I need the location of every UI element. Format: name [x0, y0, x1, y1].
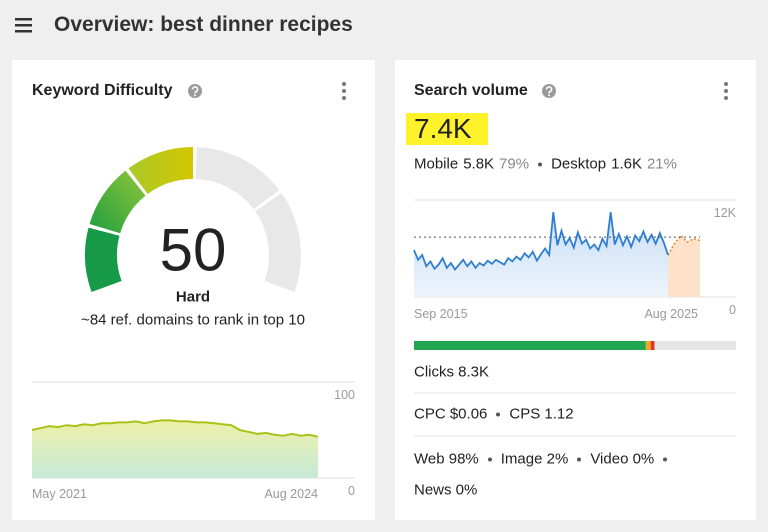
value: 1.6K: [611, 155, 642, 173]
bullet: [663, 457, 668, 461]
y-tick-label: 0: [348, 484, 355, 498]
line: [31, 419, 319, 438]
x-end: Aug 2025: [644, 307, 698, 321]
area-fill: [32, 420, 318, 478]
help-circle: [188, 84, 202, 98]
menu-bar: [15, 18, 32, 21]
x-start: Sep 2015: [414, 307, 468, 321]
clicks: Clicks 8.3K: [414, 363, 490, 381]
cost-row: CPC $0.06 CPS 1.12: [414, 406, 574, 423]
menu-bar: [15, 24, 32, 27]
device-split: Mobile 5.8K 79% Desktop 1.6K 21%: [414, 156, 677, 173]
serp-item: Video 0%: [590, 450, 655, 468]
bar-segment: [645, 341, 651, 350]
cpc: CPC $0.06: [414, 405, 488, 423]
kd-level: Hard: [175, 288, 211, 306]
forecast-area: [668, 235, 700, 297]
kd-score: 50: [159, 216, 227, 284]
x-start: May 2021: [32, 487, 87, 501]
label: Desktop: [551, 155, 607, 173]
kebab-menu[interactable]: [724, 82, 728, 100]
x-end: Aug 2024: [264, 487, 318, 501]
cps: CPS 1.12: [509, 405, 574, 423]
help-circle: [542, 84, 556, 98]
kebab-dot: [342, 82, 346, 86]
y-tick-label: 0: [729, 303, 736, 317]
bar-segment: [650, 341, 655, 350]
kebab-dot: [724, 96, 728, 100]
share: 21%: [646, 155, 677, 173]
kebab-dot: [724, 82, 728, 86]
volume: 7.4K: [414, 113, 472, 144]
help-mark: [545, 86, 553, 94]
help-icon[interactable]: [188, 84, 202, 98]
bar-segment: [414, 341, 646, 350]
gauge-track: [195, 147, 280, 210]
help-mark: [191, 86, 199, 94]
highlight: [406, 113, 488, 145]
menu-bar: [15, 30, 32, 33]
help-icon[interactable]: [542, 84, 556, 98]
serp-item: News 0%: [414, 481, 478, 499]
kebab-menu[interactable]: [342, 82, 346, 100]
menu-icon[interactable]: [15, 18, 32, 33]
gauge-fill: [89, 170, 146, 234]
gauge-fill: [85, 227, 122, 292]
gauge-fill: [128, 147, 193, 195]
y-tick-label: 100: [334, 388, 355, 402]
bullet: [538, 162, 543, 166]
help-dot: [194, 94, 196, 97]
line: [413, 212, 669, 272]
kebab-dot: [724, 89, 728, 93]
page-title: Overview: best dinner recipes: [54, 13, 353, 36]
value: 5.8K: [463, 155, 495, 173]
card-title: Keyword Difficulty: [32, 82, 173, 99]
help-dot: [548, 94, 550, 97]
card-title: Search volume: [414, 82, 528, 99]
y-tick-label: 12K: [714, 206, 737, 220]
kd-note: ~84 ref. domains to rank in top 10: [81, 311, 305, 329]
kebab-dot: [342, 96, 346, 100]
share: 79%: [499, 155, 530, 173]
bullet: [496, 412, 501, 416]
gauge-track: [255, 193, 302, 292]
serp-row: Web 98% Image 2% Video 0%: [414, 451, 671, 468]
bullet: [577, 457, 582, 461]
serp-item: Image 2%: [500, 450, 569, 468]
bullet: [487, 457, 492, 461]
forecast-line: [667, 234, 701, 256]
kebab-dot: [342, 89, 346, 93]
serp-item: Web 98%: [414, 450, 479, 468]
label: Mobile: [414, 155, 459, 173]
